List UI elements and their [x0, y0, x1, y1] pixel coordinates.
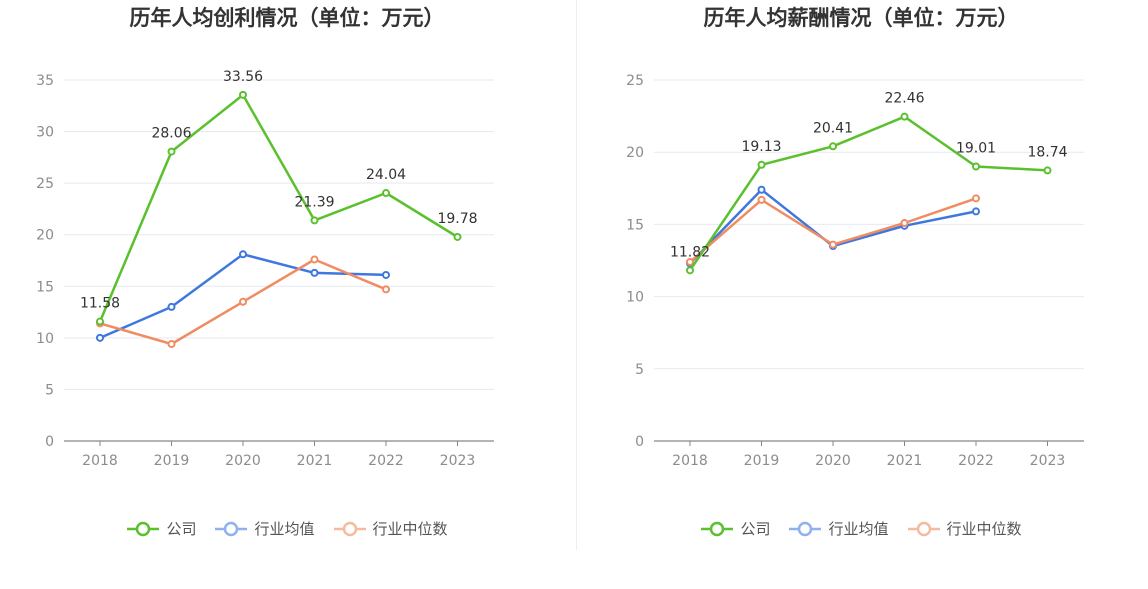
x-tick-label: 2021 — [297, 453, 333, 469]
data-point-company — [686, 266, 694, 275]
data-point-industry-median — [239, 297, 247, 306]
y-tick-label: 15 — [626, 217, 644, 233]
data-point-company — [382, 189, 390, 198]
y-tick-label: 5 — [635, 362, 644, 378]
data-point-company — [900, 112, 909, 121]
data-point-industry-median — [900, 218, 909, 227]
data-point-industry-avg — [239, 250, 247, 259]
y-tick-label: 35 — [36, 73, 54, 89]
y-tick-label: 30 — [36, 125, 54, 141]
data-label: 21.39 — [294, 194, 334, 210]
x-tick-label: 2020 — [815, 453, 851, 469]
series-line-industry-avg — [99, 253, 387, 340]
series-line-industry-avg — [689, 188, 977, 265]
legend-label-industry-median: 行业中位数 — [946, 520, 1022, 538]
legend-swatch-company — [127, 521, 160, 536]
legend-swatch-industry-median — [333, 521, 366, 536]
legend-item-industry-avg[interactable]: 行业均值 — [788, 518, 889, 539]
data-point-company — [96, 317, 104, 326]
legend: 公司 行业均值 行业中位数 — [0, 518, 574, 539]
y-tick-label: 25 — [36, 176, 54, 192]
legend-label-industry-avg: 行业均值 — [828, 520, 889, 538]
data-point-company — [757, 160, 766, 169]
data-point-company — [310, 216, 319, 225]
profit-plot-area: 0 5 10 15 20 25 30 35 2018 2019 2020 2021 2022 2023 11… — [36, 69, 494, 469]
salary-per-capita-chart: 历年人均薪酬情况（单位：万元） 0 5 10 15 20 25 2018 2019 2020 20… — [574, 0, 1148, 589]
legend: 公司 行业均值 行业中位数 — [574, 518, 1148, 539]
data-label: 19.13 — [741, 139, 781, 155]
data-point-industry-median — [310, 255, 319, 264]
data-label: 24.04 — [366, 167, 406, 183]
data-label: 28.06 — [151, 126, 191, 142]
salary-plot-area: 0 5 10 15 20 25 2018 2019 2020 2021 2022 2023 11.82 1… — [626, 73, 1084, 469]
data-point-industry-median — [757, 195, 766, 204]
x-tick-label: 2019 — [744, 453, 780, 469]
legend-label-company: 公司 — [166, 520, 197, 538]
data-point-industry-avg — [382, 270, 390, 279]
chart-title: 历年人均薪酬情况（单位：万元） — [703, 6, 1019, 30]
legend-item-industry-median[interactable]: 行业中位数 — [907, 518, 1022, 539]
y-tick-label: 20 — [36, 228, 54, 244]
data-point-company — [239, 90, 247, 99]
data-point-industry-avg — [96, 333, 104, 342]
x-tick-label: 2023 — [1030, 453, 1066, 469]
profit-per-capita-chart: 历年人均创利情况（单位：万元） 0 5 10 15 20 25 30 35 2018 2019 20… — [0, 6, 574, 539]
legend-swatch-industry-avg — [215, 521, 248, 536]
y-tick-label: 0 — [45, 434, 54, 450]
x-tick-label: 2018 — [672, 453, 708, 469]
y-tick-label: 5 — [45, 382, 54, 398]
data-point-company — [829, 142, 837, 151]
y-tick-label: 10 — [626, 290, 644, 306]
data-point-industry-avg — [972, 207, 980, 216]
y-tick-label: 15 — [36, 279, 54, 295]
x-tick-label: 2021 — [887, 453, 923, 469]
data-point-industry-median — [167, 340, 176, 349]
data-point-industry-median — [686, 257, 694, 266]
series-line-company — [688, 115, 1048, 272]
legend-label-industry-median: 行业中位数 — [372, 520, 448, 538]
y-tick-label: 25 — [626, 73, 644, 89]
data-point-industry-median — [382, 285, 390, 294]
data-label: 20.41 — [813, 120, 853, 136]
legend-item-company[interactable]: 公司 — [126, 518, 196, 539]
data-point-industry-avg — [757, 185, 766, 194]
data-point-industry-median — [972, 194, 980, 203]
legend-label-company: 公司 — [740, 520, 771, 538]
y-tick-label: 10 — [36, 331, 54, 347]
data-label: 11.58 — [80, 296, 120, 312]
x-tick-label: 2023 — [440, 453, 476, 469]
data-label: 18.74 — [1027, 144, 1067, 160]
data-label: 22.46 — [884, 91, 924, 107]
x-tick-label: 2022 — [368, 453, 404, 469]
data-point-company — [1043, 166, 1052, 175]
legend-swatch-industry-avg — [789, 521, 822, 536]
data-label: 19.78 — [437, 211, 477, 227]
data-point-company — [453, 232, 462, 241]
y-tick-label: 20 — [626, 145, 644, 161]
chart-title: 历年人均创利情况（单位：万元） — [129, 6, 445, 30]
x-tick-label: 2018 — [82, 453, 118, 469]
data-label: 19.01 — [956, 140, 996, 156]
data-point-industry-avg — [310, 268, 319, 277]
data-point-industry-avg — [167, 302, 176, 311]
data-point-industry-median — [829, 240, 837, 249]
x-tick-label: 2020 — [225, 453, 261, 469]
data-point-company — [972, 162, 980, 171]
legend-swatch-company — [701, 521, 734, 536]
data-label: 11.82 — [670, 244, 710, 260]
x-tick-label: 2019 — [154, 453, 190, 469]
x-tick-label: 2022 — [958, 453, 994, 469]
y-tick-label: 0 — [635, 434, 644, 450]
legend-item-industry-avg[interactable]: 行业均值 — [214, 518, 315, 539]
legend-label-industry-avg: 行业均值 — [254, 520, 315, 538]
legend-item-industry-median[interactable]: 行业中位数 — [333, 518, 448, 539]
panel-divider — [576, 0, 577, 550]
series-line-company — [98, 93, 459, 323]
legend-swatch-industry-median — [907, 521, 940, 536]
data-label: 33.56 — [223, 69, 263, 85]
data-point-company — [167, 147, 176, 156]
legend-item-company[interactable]: 公司 — [700, 518, 770, 539]
